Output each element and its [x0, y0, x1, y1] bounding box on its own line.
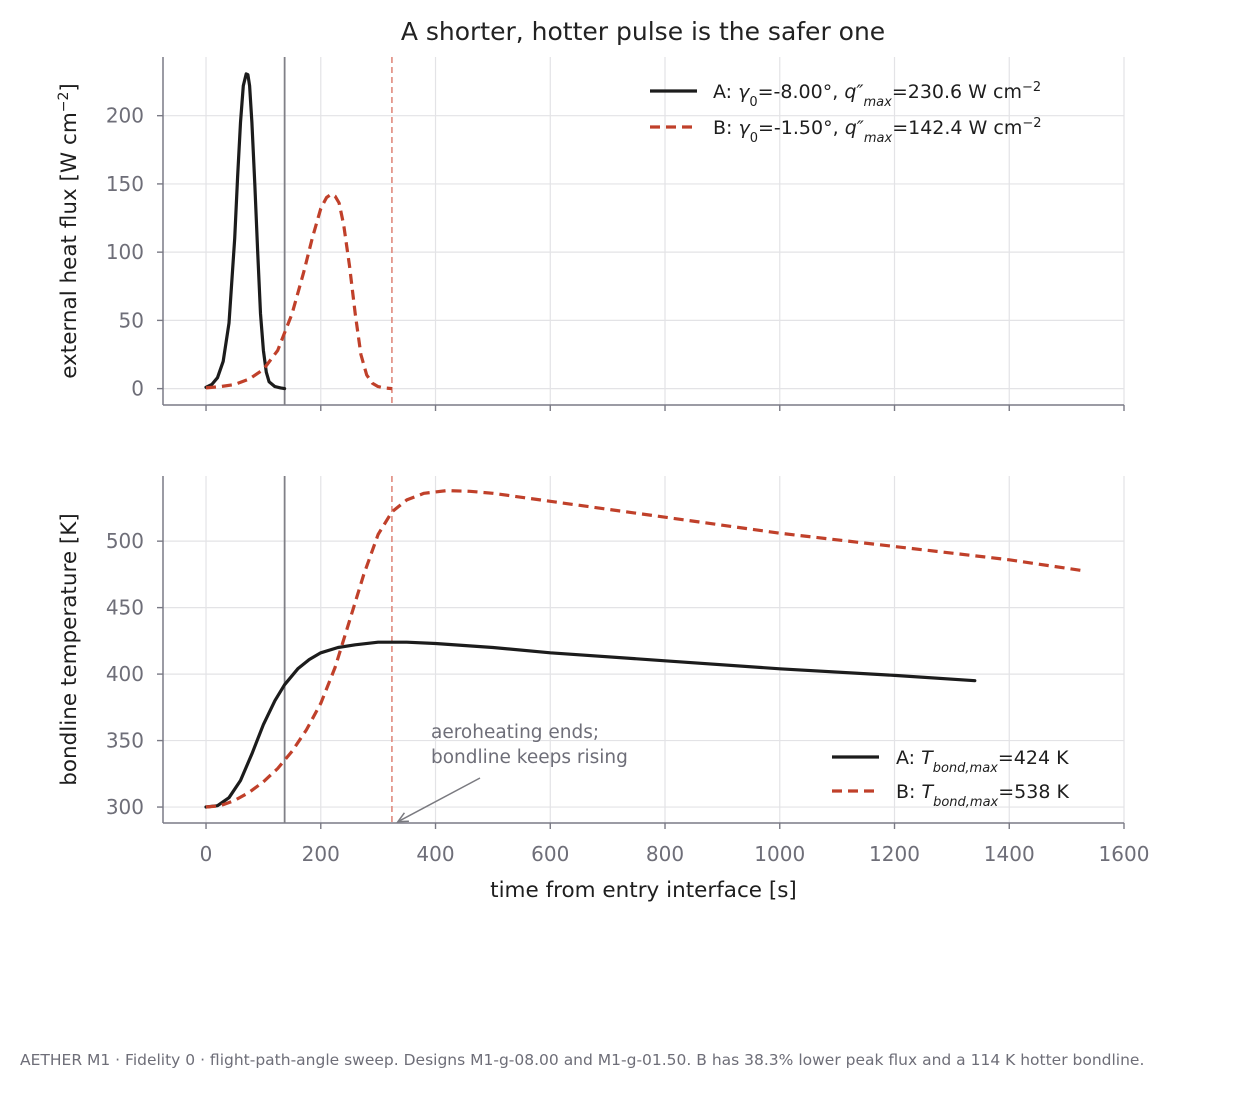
- series-line-b: [205, 489, 1082, 809]
- x-tick-label: 1400: [984, 842, 1035, 866]
- y-tick-label: 150: [106, 172, 144, 196]
- annotation-line-1: aeroheating ends;: [431, 722, 599, 743]
- series-line-b: [205, 192, 393, 391]
- legend-label-b: B: γ0=-1.50°, q″max=142.4 W cm−2: [713, 116, 1042, 146]
- x-tick-label: 200: [302, 842, 340, 866]
- legend-label-a: A: γ0=-8.00°, q″max=230.6 W cm−2: [713, 80, 1041, 110]
- y-tick-label: 100: [106, 240, 144, 264]
- chart-title: A shorter, hotter pulse is the safer one: [401, 17, 885, 46]
- annotation-line-2: bondline keeps rising: [431, 747, 628, 768]
- x-tick-label: 1000: [754, 842, 805, 866]
- y-tick-label: 200: [106, 104, 144, 128]
- x-tick-label: 1200: [869, 842, 920, 866]
- x-tick-label: 400: [416, 842, 454, 866]
- legend: A: γ0=-8.00°, q″max=230.6 W cm−2 B: γ0=-1…: [650, 80, 1042, 146]
- legend-label-b: B: Tbond,max=538 K: [896, 781, 1069, 810]
- y-tick-label: 450: [106, 596, 144, 620]
- x-tick-label: 600: [531, 842, 569, 866]
- legend-label-a: A: Tbond,max=424 K: [896, 747, 1069, 776]
- y-tick-label: 500: [106, 529, 144, 553]
- y-axis-label: bondline temperature [K]: [57, 513, 82, 786]
- x-axis-label: time from entry interface [s]: [490, 878, 797, 903]
- y-tick-label: 400: [106, 662, 144, 686]
- figure-caption: AETHER M1 · Fidelity 0 · flight-path-ang…: [20, 1051, 1145, 1069]
- y-tick-label: 50: [119, 308, 144, 332]
- x-tick-label: 1600: [1099, 842, 1150, 866]
- legend: A: Tbond,max=424 K B: Tbond,max=538 K: [832, 747, 1069, 810]
- annotation-arrowhead: [396, 812, 409, 823]
- panel-bondline-temperature: 0 200 400 600 800 1000 1200 1400 1600 300 350 400 45…: [57, 476, 1149, 903]
- annotation-arrow: [397, 777, 481, 823]
- x-tick-label: 800: [646, 842, 684, 866]
- series-line-a: [204, 640, 977, 809]
- y-tick-label: 300: [106, 795, 144, 819]
- y-axis-label: external heat flux [W cm−2]: [56, 83, 82, 379]
- y-tick-label: 0: [131, 377, 144, 401]
- y-tick-label: 350: [106, 729, 144, 753]
- series-line-a: [204, 72, 287, 391]
- panel-heat-flux: 0 50 100 150 200 external heat flux [W cm−2] A…: [56, 57, 1125, 411]
- x-tick-label: 0: [200, 842, 213, 866]
